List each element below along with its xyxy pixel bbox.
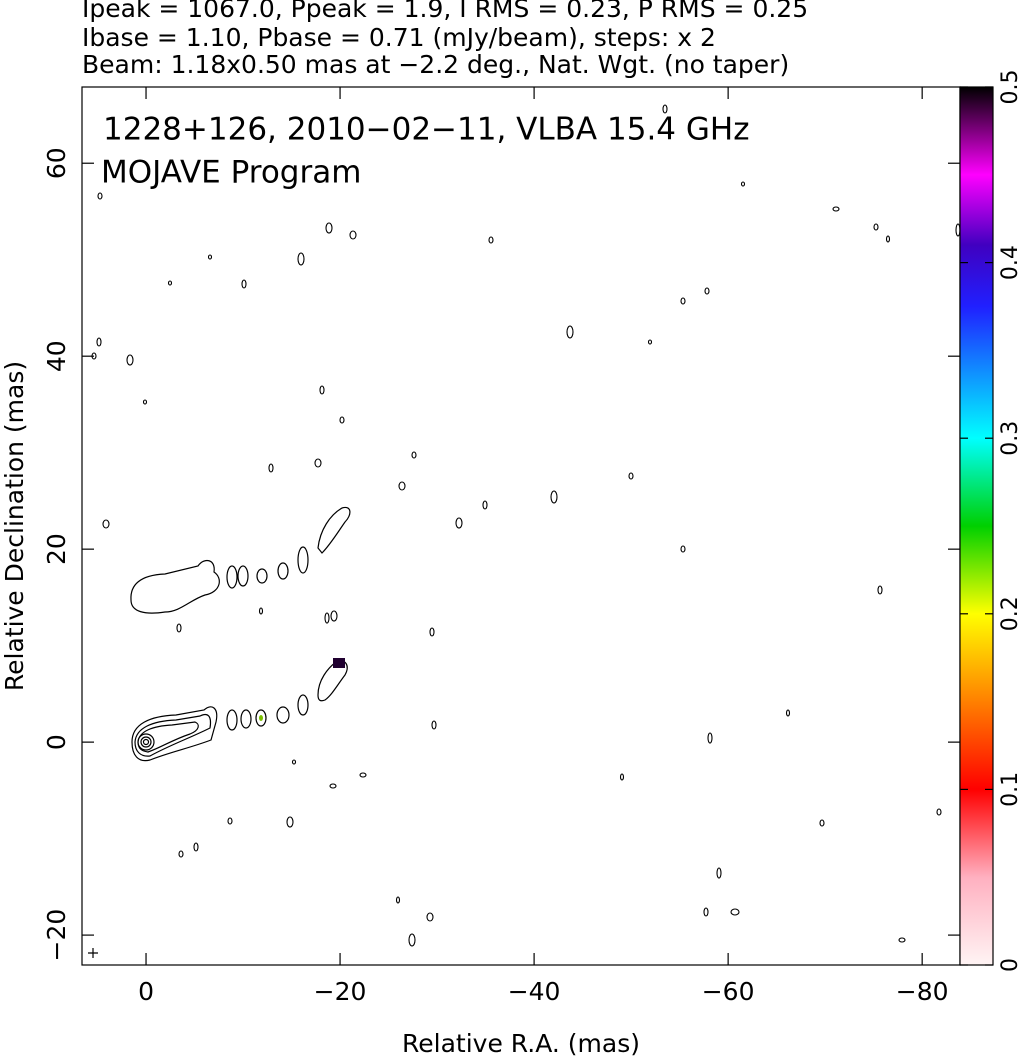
contour — [277, 562, 289, 580]
plot-frame — [81, 86, 961, 966]
contour — [142, 738, 150, 746]
contour — [131, 706, 218, 762]
colorbar-tick-label: 0.3 — [998, 421, 1021, 456]
noise-contours — [91, 104, 961, 947]
chart-title: 1228+126, 2010−02−11, VLBA 15.4 GHz — [103, 112, 749, 148]
contour — [137, 721, 199, 753]
contour — [297, 694, 309, 716]
contour — [237, 565, 249, 587]
y-tick-label: 0 — [42, 734, 71, 750]
contours — [88, 104, 961, 958]
colorbar-tick-label: 0.4 — [998, 245, 1021, 280]
x-tick-label: −40 — [508, 977, 561, 1006]
colorbar-tick-label: 0.2 — [998, 596, 1021, 631]
contour — [240, 709, 252, 729]
y-tick-label: 40 — [42, 340, 71, 372]
x-axis-label: Relative R.A. (mas) — [402, 1029, 640, 1058]
contour — [297, 546, 309, 574]
contour — [134, 713, 212, 757]
colorbar — [959, 86, 994, 966]
header-line: Beam: 1.18x0.50 mas at −2.2 deg., Nat. W… — [82, 50, 789, 79]
contour — [137, 733, 155, 751]
contour — [255, 709, 267, 727]
contour — [226, 709, 238, 731]
contour — [226, 565, 238, 589]
y-tick-label: 20 — [42, 533, 71, 565]
contour — [317, 660, 348, 702]
y-tick-label: 60 — [42, 147, 71, 179]
contour — [276, 706, 290, 724]
colorbar-tick-label: 0.1 — [998, 772, 1021, 807]
contour — [256, 568, 268, 584]
contour-fill — [259, 715, 263, 721]
y-axis-label: Relative Declination (mas) — [0, 361, 29, 691]
header-line: Ibase = 1.10, Pbase = 0.71 (mJy/beam), s… — [82, 23, 716, 52]
contour — [130, 559, 220, 614]
contour-fill — [333, 658, 345, 668]
colorbar-tick-label: 0 — [998, 958, 1021, 972]
beam-marker — [88, 948, 98, 958]
colorbar-tick-label: 0.5 — [998, 70, 1021, 105]
contour — [140, 736, 152, 748]
header: Ipeak = 1067.0, Ppeak = 1.9, I RMS = 0.2… — [82, 0, 808, 79]
contour — [317, 506, 351, 554]
x-tick-label: 0 — [138, 977, 154, 1006]
header-line: Ipeak = 1067.0, Ppeak = 1.9, I RMS = 0.2… — [82, 0, 808, 23]
x-tick-label: −80 — [896, 977, 949, 1006]
y-tick-label: −20 — [42, 909, 71, 962]
chart-subtitle: MOJAVE Program — [101, 155, 361, 191]
x-tick-label: −60 — [702, 977, 755, 1006]
x-tick-label: −20 — [314, 977, 367, 1006]
